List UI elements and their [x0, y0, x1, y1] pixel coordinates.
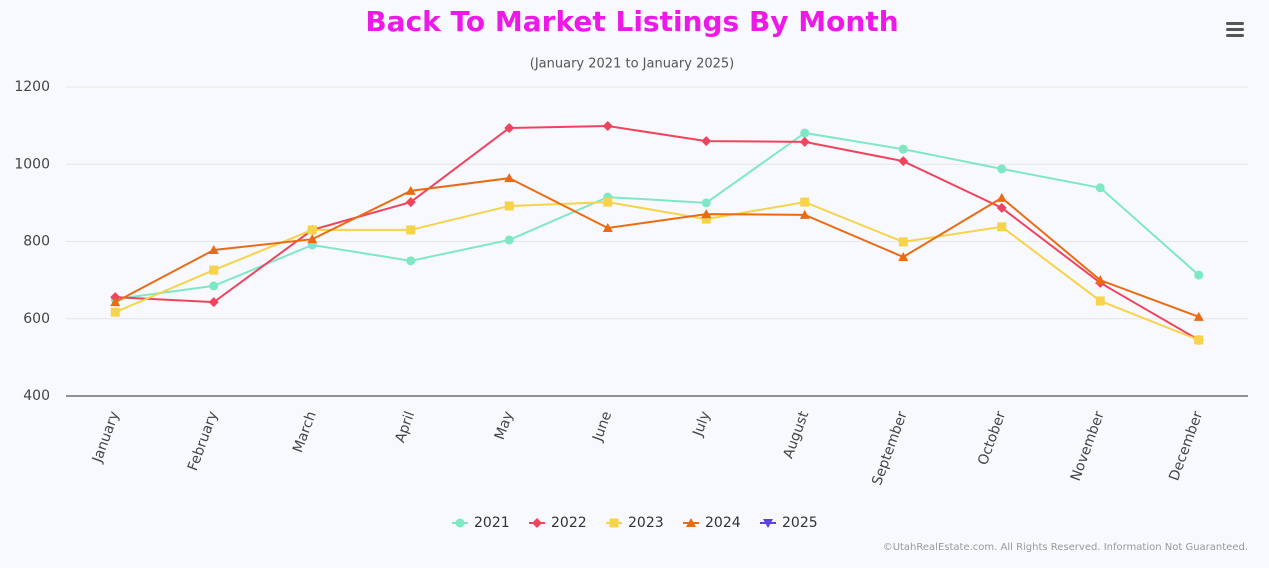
x-tick-label: March	[290, 409, 320, 455]
marker	[609, 518, 619, 528]
marker	[686, 518, 696, 527]
x-tick-label: April	[392, 409, 418, 445]
legend-item[interactable]: 2022	[529, 515, 587, 531]
marker	[997, 164, 1007, 174]
marker	[532, 518, 542, 528]
marker	[1194, 335, 1204, 345]
marker	[997, 222, 1007, 232]
marker	[996, 202, 1007, 213]
y-tick-label: 1000	[14, 156, 50, 172]
marker	[208, 297, 219, 308]
marker	[799, 136, 810, 147]
series-line	[115, 125, 1200, 341]
marker	[110, 307, 120, 317]
marker	[110, 297, 121, 307]
marker	[1095, 296, 1105, 306]
legend-label: 2023	[628, 515, 664, 531]
menu-button[interactable]	[1226, 22, 1244, 37]
x-tick-label: February	[185, 409, 221, 473]
marker	[209, 265, 219, 275]
legend-label: 2025	[782, 515, 818, 531]
x-tick-label: August	[780, 409, 812, 461]
marker	[701, 136, 712, 147]
marker	[603, 197, 613, 207]
chart-title: Back To Market Listings By Month	[365, 5, 898, 38]
legend-item[interactable]: 2023	[606, 515, 664, 531]
marker	[455, 518, 465, 528]
legend-item[interactable]: 2025	[760, 515, 818, 531]
credit: ©UtahRealEstate.com. All Rights Reserved…	[883, 542, 1248, 553]
marker	[763, 519, 773, 528]
marker	[504, 201, 514, 211]
x-tick-label: January	[89, 409, 123, 465]
marker	[307, 225, 317, 235]
marker	[405, 185, 416, 195]
series-line	[115, 131, 1200, 301]
marker	[996, 192, 1007, 202]
marker	[504, 173, 515, 183]
marker	[1194, 270, 1204, 280]
marker	[898, 144, 908, 154]
chart-subtitle: (January 2021 to January 2025)	[530, 57, 734, 72]
legend-item[interactable]: 2024	[683, 515, 741, 531]
marker	[898, 251, 909, 261]
marker	[307, 234, 318, 244]
y-tick-label: 1200	[14, 79, 50, 95]
marker	[800, 128, 810, 138]
x-tick-label: November	[1068, 409, 1108, 483]
marker	[405, 197, 416, 208]
marker	[800, 197, 810, 207]
marker	[208, 244, 219, 254]
marker	[602, 121, 613, 132]
marker	[898, 237, 908, 247]
y-tick-label: 400	[23, 388, 50, 404]
marker	[1193, 311, 1204, 321]
marker	[799, 209, 810, 219]
series-line	[114, 201, 1200, 341]
legend-label: 2021	[474, 515, 510, 531]
y-tick-label: 800	[23, 234, 50, 250]
marker	[504, 235, 514, 245]
marker	[701, 209, 712, 219]
marker	[406, 225, 416, 235]
marker	[701, 198, 711, 208]
marker	[504, 122, 515, 133]
x-tick-label: September	[869, 409, 911, 487]
series-line	[114, 177, 1200, 318]
x-tick-label: June	[589, 409, 615, 444]
x-tick-label: May	[492, 409, 517, 442]
x-tick-label: October	[975, 409, 1009, 467]
legend-label: 2024	[705, 515, 741, 531]
x-tick-label: December	[1166, 409, 1206, 483]
y-tick-label: 600	[23, 311, 50, 327]
x-tick-label: July	[690, 409, 714, 439]
marker	[209, 281, 219, 291]
legend-item[interactable]: 2021	[452, 515, 510, 531]
marker	[1095, 183, 1105, 193]
marker	[406, 256, 416, 266]
marker	[1095, 275, 1106, 285]
legend-label: 2022	[551, 515, 587, 531]
marker	[898, 156, 909, 167]
marker	[602, 222, 613, 232]
marker	[110, 292, 121, 303]
